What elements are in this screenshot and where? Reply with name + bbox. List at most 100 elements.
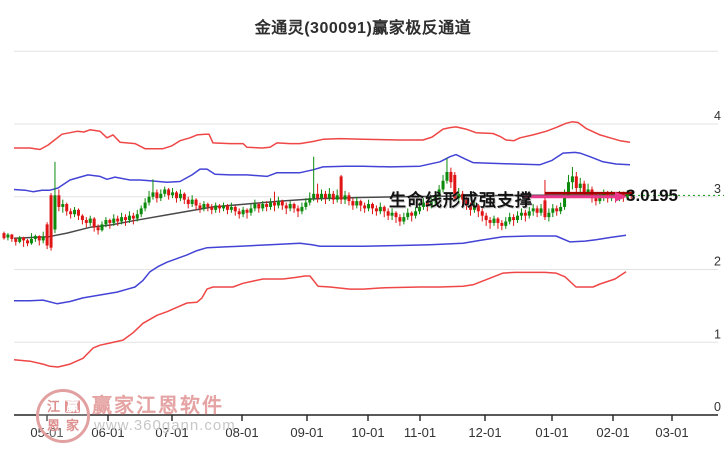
candle <box>406 212 410 218</box>
candle <box>457 193 461 199</box>
candle <box>335 195 339 200</box>
candle <box>233 206 237 212</box>
candle <box>245 209 249 213</box>
lower-channel-blue <box>14 234 627 305</box>
candle <box>229 206 233 210</box>
y-axis-label: 4 <box>714 109 721 123</box>
candle <box>304 202 308 207</box>
logo-char: 江 <box>46 399 60 414</box>
candle <box>288 204 292 209</box>
watermark-brand: 赢家江恩软件 <box>92 395 224 417</box>
candle <box>551 208 555 213</box>
candle <box>312 193 316 199</box>
candle <box>500 222 504 226</box>
candle <box>570 176 574 183</box>
candle <box>249 208 253 213</box>
candle <box>218 205 222 209</box>
candle <box>37 236 41 241</box>
candle <box>80 215 84 221</box>
candle <box>449 172 453 183</box>
candle <box>355 201 359 206</box>
candle <box>421 202 425 207</box>
candle <box>559 206 563 212</box>
candle <box>586 189 590 193</box>
x-axis-label: 10-01 <box>351 425 384 440</box>
candle <box>484 215 488 221</box>
candle <box>496 218 500 223</box>
candle <box>143 202 147 209</box>
candle <box>155 192 159 199</box>
candle <box>96 227 100 231</box>
candle <box>535 208 539 213</box>
candle <box>92 218 96 228</box>
candle <box>437 189 441 197</box>
candle <box>174 192 178 199</box>
upper-channel-red <box>14 121 631 151</box>
candle <box>269 202 273 207</box>
candle <box>433 196 437 202</box>
candle <box>539 208 543 213</box>
candle <box>331 193 335 200</box>
lifeline-gray <box>13 194 632 239</box>
candle <box>253 204 257 209</box>
candle <box>276 201 280 206</box>
candle <box>378 206 382 212</box>
candle <box>88 218 92 223</box>
candle <box>445 172 449 181</box>
candle <box>386 211 390 216</box>
candle <box>453 174 457 199</box>
candle <box>402 217 406 222</box>
candle <box>18 237 22 242</box>
candle <box>10 234 14 239</box>
candle <box>57 195 61 207</box>
candle <box>441 180 445 190</box>
candle <box>598 196 602 202</box>
candle <box>272 202 276 206</box>
candle <box>563 195 567 207</box>
candle <box>465 199 469 206</box>
candle <box>73 209 77 215</box>
y-axis-label: 1 <box>714 327 721 341</box>
candle <box>33 236 37 239</box>
candle <box>429 201 433 206</box>
candle <box>425 202 429 206</box>
candle <box>367 204 371 209</box>
candle <box>257 204 261 209</box>
candle <box>343 195 347 200</box>
logo-char: 恩 <box>46 418 60 433</box>
candle <box>84 220 88 223</box>
candle <box>53 195 57 230</box>
candle <box>112 218 116 223</box>
candle <box>202 204 206 209</box>
candle <box>186 199 190 205</box>
candle <box>139 208 143 215</box>
candle <box>347 195 351 202</box>
candle <box>555 208 559 212</box>
candle <box>300 206 304 212</box>
candle <box>547 212 551 218</box>
candle <box>49 195 53 248</box>
candle <box>292 204 296 209</box>
candle <box>206 204 210 207</box>
candle <box>14 238 18 242</box>
candle <box>127 215 131 221</box>
candle <box>261 204 265 209</box>
page-title: 金通灵(300091)赢家极反通道 <box>254 20 472 37</box>
candle <box>370 204 374 209</box>
candle <box>512 217 516 221</box>
candle <box>390 212 394 216</box>
x-axis-label: 01-01 <box>535 425 568 440</box>
candle <box>135 214 139 219</box>
x-axis-label: 12-01 <box>468 425 501 440</box>
candle <box>468 205 472 210</box>
candle <box>351 201 355 206</box>
upper-channel-blue <box>13 151 631 193</box>
candle <box>2 233 6 239</box>
candle <box>159 193 163 199</box>
candle <box>131 215 135 219</box>
candle <box>147 196 151 203</box>
candle <box>61 204 65 207</box>
candle <box>476 205 480 212</box>
candle <box>625 193 629 198</box>
